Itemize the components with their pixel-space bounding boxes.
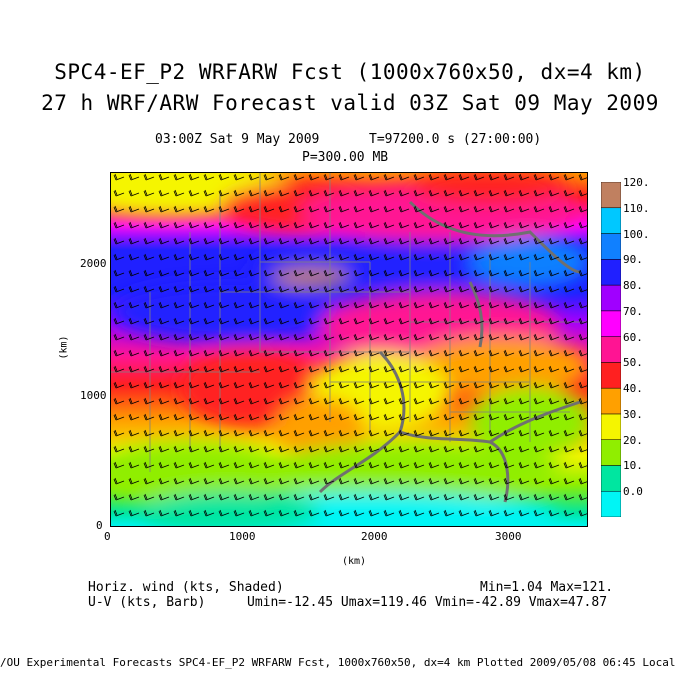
colorbar-label: 90.: [623, 253, 643, 267]
y-tick-0: 0: [96, 519, 103, 532]
colorbar-label: 80.: [623, 279, 643, 293]
x-axis-label: (km): [342, 556, 367, 567]
colorbar-segment: [601, 310, 621, 337]
shaded-variable: Horiz. wind (kts, Shaded): [88, 580, 284, 595]
colorbar-label: 60.: [623, 330, 643, 344]
min-max: Min=1.04 Max=121.: [480, 580, 614, 595]
colorbar-label: 100.: [623, 227, 650, 241]
colorbar: [601, 182, 621, 517]
x-tick-1000: 1000: [229, 530, 256, 543]
valid-time: 03:00Z Sat 9 May 2009: [155, 132, 320, 147]
colorbar-label: 0.0: [623, 485, 643, 499]
y-axis-label: (km): [58, 335, 70, 360]
y-tick-1000: 1000: [80, 389, 107, 402]
colorbar-segment: [601, 336, 621, 363]
colorbar-label: 70.: [623, 304, 643, 318]
colorbar-label: 10.: [623, 459, 643, 473]
colorbar-segment: [601, 233, 621, 260]
y-tick-2000: 2000: [80, 257, 107, 270]
colorbar-segment: [601, 182, 621, 209]
x-tick-2000: 2000: [361, 530, 388, 543]
colorbar-label: 30.: [623, 407, 643, 421]
colorbar-segment: [601, 284, 621, 312]
colorbar-segment: [601, 465, 621, 492]
colorbar-label: 50.: [623, 356, 643, 370]
colorbar-label: 120.: [623, 176, 650, 189]
colorbar-segment: [601, 259, 621, 286]
footer-credit: /OU Experimental Forecasts SPC4-EF_P2 WR…: [0, 656, 676, 669]
colorbar-segment: [601, 387, 621, 415]
colorbar-label: 110.: [623, 201, 650, 215]
colorbar-segment: [601, 439, 621, 466]
time-seconds: T=97200.0 s (27:00:00): [369, 132, 542, 147]
title-line-1: SPC4-EF_P2 WRFARW Fcst (1000x760x50, dx=…: [54, 60, 646, 84]
colorbar-label: 40.: [623, 382, 643, 396]
colorbar-segment: [601, 413, 621, 440]
barb-variable: U-V (kts, Barb): [88, 595, 206, 610]
wind-map: [110, 172, 588, 527]
colorbar-segment: [601, 207, 621, 234]
wind-barbs: [113, 173, 588, 517]
x-tick-0: 0: [104, 530, 111, 543]
pressure-level: P=300.00 MB: [302, 150, 389, 165]
colorbar-segment: [601, 362, 621, 389]
x-tick-3000: 3000: [495, 530, 522, 543]
colorbar-label: 20.: [623, 433, 643, 447]
shaded-wind-field: [110, 172, 588, 527]
title-line-2: 27 h WRF/ARW Forecast valid 03Z Sat 09 M…: [41, 91, 659, 115]
uv-stats: Umin=-12.45 Umax=119.46 Vmin=-42.89 Vmax…: [247, 595, 608, 610]
colorbar-segment: [601, 490, 621, 517]
